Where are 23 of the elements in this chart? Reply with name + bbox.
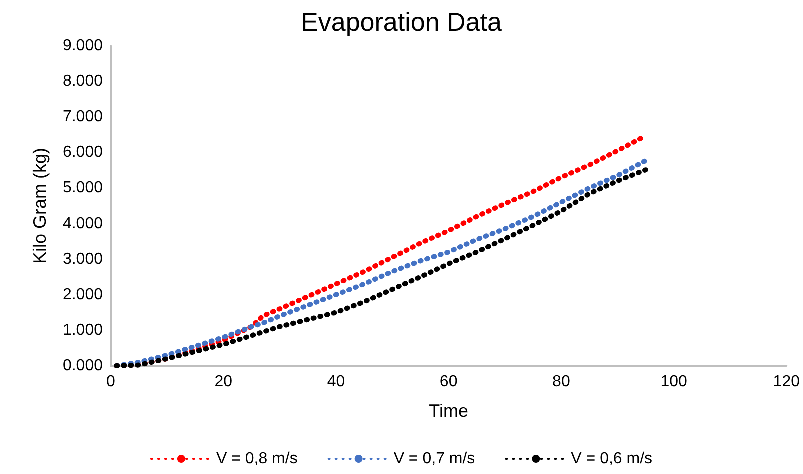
y-tick-label: 6.000 [62, 144, 104, 162]
x-axis-title: Time [429, 401, 468, 421]
y-tick-label: 8.000 [62, 73, 104, 90]
y-tick-label: 2.000 [62, 286, 104, 304]
chart-title: Evaporation Data [301, 7, 502, 37]
y-axis-title: Kilo Gram (kg) [30, 148, 50, 264]
legend-label: V = 0,6 m/s [571, 450, 653, 468]
y-tick-label: 4.000 [62, 215, 104, 232]
x-tick-label: 100 [660, 374, 688, 390]
y-tick-label: 3.000 [62, 250, 104, 268]
y-tick-label: 1.000 [62, 322, 104, 339]
x-tick-label: 0 [106, 374, 116, 390]
y-tick-label: 9.000 [62, 38, 104, 54]
x-tick-label: 20 [214, 374, 233, 390]
x-tick-label: 80 [552, 374, 570, 390]
legend-label: V = 0,7 m/s [394, 450, 476, 468]
legend-label: V = 0,8 m/s [216, 450, 298, 468]
y-tick-label: 7.000 [62, 108, 104, 126]
y-tick-label: 0.000 [62, 358, 104, 374]
y-tick-label: 5.000 [62, 180, 104, 197]
x-tick-label: 60 [440, 374, 458, 390]
x-tick-label: 120 [773, 374, 800, 390]
x-tick-label: 40 [327, 374, 346, 390]
